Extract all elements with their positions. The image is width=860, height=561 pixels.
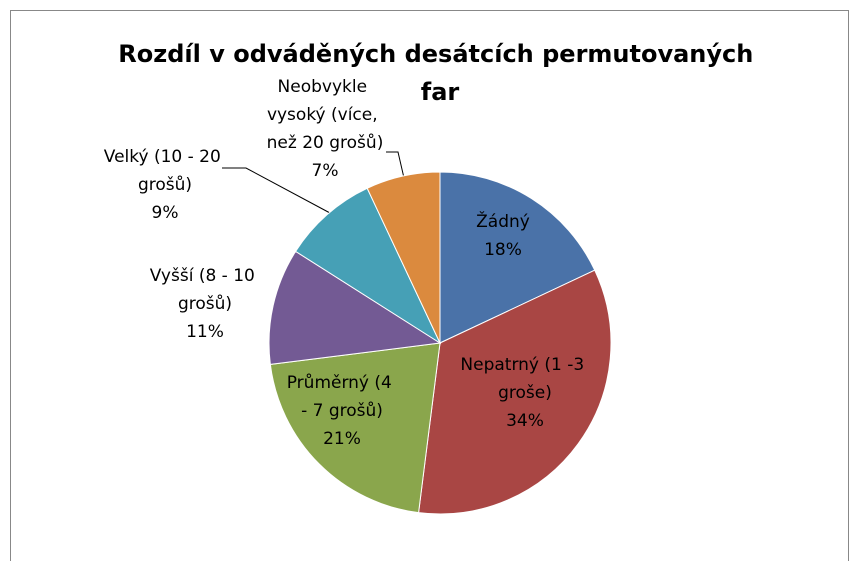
- leader-line: [222, 167, 331, 214]
- pie-slice: [268, 250, 442, 365]
- slice-label: Žádný: [476, 210, 530, 232]
- chart-title: Rozdíl v odváděných desátcích permutovan…: [118, 40, 761, 106]
- pie-slice: [366, 171, 441, 344]
- pie-slice: [269, 342, 441, 514]
- pie-slice: [294, 187, 442, 345]
- pie-slice: [418, 269, 612, 515]
- slice-label: Velký (10 - 20 grošů): [104, 147, 226, 195]
- slice-value-label: 34%: [506, 411, 544, 431]
- slice-value-label: 11%: [186, 322, 224, 342]
- slice-label: Vyšší (8 - 10 grošů): [150, 266, 261, 314]
- slice-value-label: 18%: [484, 240, 522, 260]
- pie-slice: [439, 171, 596, 344]
- leader-line: [386, 151, 405, 179]
- slice-label: Průměrný (4 - 7 grošů): [287, 373, 398, 421]
- slice-label: Nepatrný (1 -3 groše): [460, 355, 589, 403]
- slice-value-label: 7%: [312, 161, 339, 181]
- slice-label: Neobvykle vysoký (více, než 20 grošů): [267, 77, 384, 153]
- slice-value-label: 21%: [323, 429, 361, 449]
- slice-value-label: 9%: [152, 203, 179, 223]
